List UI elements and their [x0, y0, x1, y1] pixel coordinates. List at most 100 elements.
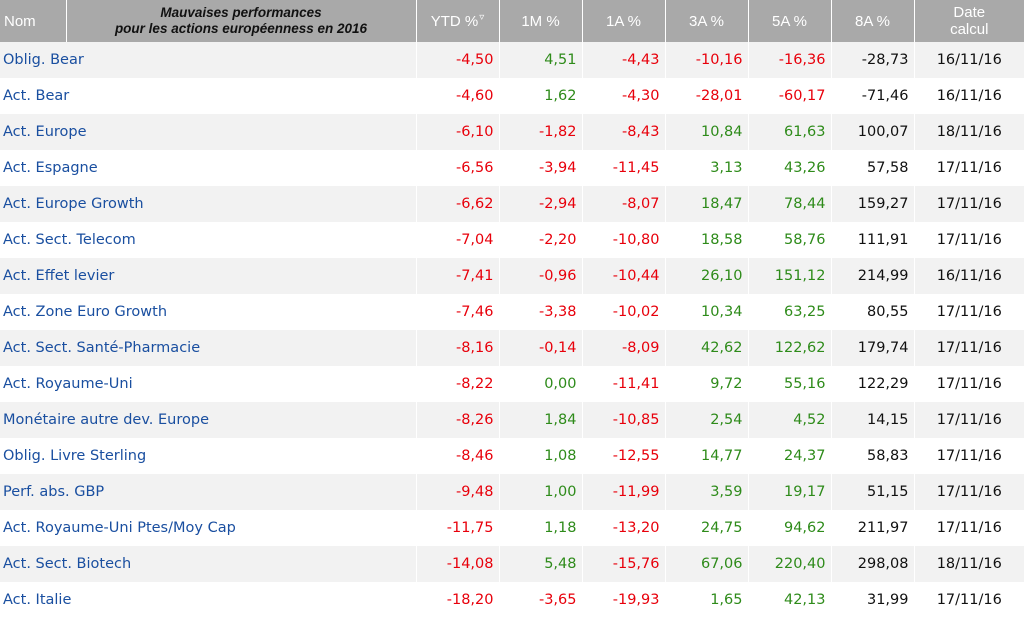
5a-value: 19,17: [748, 474, 832, 510]
ytd-value: -6,56: [416, 150, 500, 186]
8a-value: -71,46: [831, 78, 915, 114]
ytd-value: -7,41: [416, 258, 500, 294]
3a-value: 9,72: [665, 366, 749, 402]
1m-value: 0,00: [499, 366, 583, 402]
column-header-8a[interactable]: 8A %: [831, 0, 915, 42]
table-header-row: Nom Mauvaises performances pour les acti…: [0, 0, 1024, 42]
1m-value: 4,51: [499, 42, 583, 78]
fund-category-link[interactable]: Act. Sect. Santé-Pharmacie: [0, 330, 417, 366]
ytd-value: -7,04: [416, 222, 500, 258]
3a-value: 24,75: [665, 510, 749, 546]
1m-value: -3,94: [499, 150, 583, 186]
ytd-value: -9,48: [416, 474, 500, 510]
fund-category-link[interactable]: Perf. abs. GBP: [0, 474, 417, 510]
fund-category-link[interactable]: Monétaire autre dev. Europe: [0, 402, 417, 438]
column-header-1m[interactable]: 1M %: [499, 0, 583, 42]
calc-date: 17/11/16: [914, 150, 1024, 186]
column-header-date[interactable]: Date calcul: [914, 0, 1024, 42]
8a-value: 51,15: [831, 474, 915, 510]
1m-value: -3,38: [499, 294, 583, 330]
fund-category-link[interactable]: Act. Bear: [0, 78, 417, 114]
3a-value: 14,77: [665, 438, 749, 474]
ytd-value: -8,16: [416, 330, 500, 366]
table-row[interactable]: Act. Sect. Biotech -14,08 5,48 -15,76 67,06 2…: [0, 546, 1024, 582]
column-header-3a[interactable]: 3A %: [665, 0, 749, 42]
ytd-value: -8,22: [416, 366, 500, 402]
table-row[interactable]: Act. Europe Growth -6,62 -2,94 -8,07 18,47 78…: [0, 186, 1024, 222]
8a-value: -28,73: [831, 42, 915, 78]
8a-value: 100,07: [831, 114, 915, 150]
ytd-value: -8,46: [416, 438, 500, 474]
1a-value: -15,76: [582, 546, 666, 582]
1a-value: -8,09: [582, 330, 666, 366]
3a-value: 10,84: [665, 114, 749, 150]
table-row[interactable]: Act. Sect. Telecom -7,04 -2,20 -10,80 18,58 5…: [0, 222, 1024, 258]
1m-value: 1,18: [499, 510, 583, 546]
ytd-value: -11,75: [416, 510, 500, 546]
table-row[interactable]: Act. Sect. Santé-Pharmacie -8,16 -0,14 -8,0…: [0, 330, 1024, 366]
3a-value: 18,58: [665, 222, 749, 258]
1a-value: -8,07: [582, 186, 666, 222]
table-title-line2: pour les actions européenness en 2016: [114, 21, 368, 36]
fund-category-link[interactable]: Act. Effet levier: [0, 258, 417, 294]
column-header-5a[interactable]: 5A %: [748, 0, 832, 42]
table-row[interactable]: Monétaire autre dev. Europe -8,26 1,84 -10,…: [0, 402, 1024, 438]
fund-category-link[interactable]: Act. Sect. Telecom: [0, 222, 417, 258]
table-row[interactable]: Oblig. Livre Sterling -8,46 1,08 -12,55 14,7…: [0, 438, 1024, 474]
calc-date: 17/11/16: [914, 474, 1024, 510]
table-row[interactable]: Act. Europe -6,10 -1,82 -8,43 10,84 61,63 100,…: [0, 114, 1024, 150]
5a-value: 24,37: [748, 438, 832, 474]
1a-value: -11,99: [582, 474, 666, 510]
table-row[interactable]: Act. Royaume-Uni -8,22 0,00 -11,41 9,72 55,16…: [0, 366, 1024, 402]
3a-value: 2,54: [665, 402, 749, 438]
ytd-value: -6,10: [416, 114, 500, 150]
5a-value: 58,76: [748, 222, 832, 258]
5a-value: 4,52: [748, 402, 832, 438]
table-row[interactable]: Act. Espagne -6,56 -3,94 -11,45 3,13 43,26 57,…: [0, 150, 1024, 186]
fund-category-link[interactable]: Act. Royaume-Uni: [0, 366, 417, 402]
3a-value: 1,65: [665, 582, 749, 618]
table-row[interactable]: Act. Royaume-Uni Ptes/Moy Cap -11,75 1,18-…: [0, 510, 1024, 546]
5a-value: 63,25: [748, 294, 832, 330]
sort-descending-icon[interactable]: ▿: [479, 12, 485, 23]
1m-value: 1,84: [499, 402, 583, 438]
fund-category-link[interactable]: Act. Europe Growth: [0, 186, 417, 222]
table-row[interactable]: Act. Bear -4,60 1,62 -4,30 -28,01 -60,17 -71,4…: [0, 78, 1024, 114]
table-row[interactable]: Perf. abs. GBP -9,48 1,00 -11,99 3,59 19,17 51…: [0, 474, 1024, 510]
8a-value: 31,99: [831, 582, 915, 618]
table-row[interactable]: Act. Italie -18,20 -3,65 -19,93 1,65 42,13 31,…: [0, 582, 1024, 618]
5a-value: -16,36: [748, 42, 832, 78]
fund-category-link[interactable]: Oblig. Bear: [0, 42, 417, 78]
calc-date: 17/11/16: [914, 402, 1024, 438]
ytd-value: -14,08: [416, 546, 500, 582]
fund-category-link[interactable]: Oblig. Livre Sterling: [0, 438, 417, 474]
8a-value: 211,97: [831, 510, 915, 546]
calc-date: 17/11/16: [914, 438, 1024, 474]
1m-value: -2,20: [499, 222, 583, 258]
fund-category-link[interactable]: Act. Sect. Biotech: [0, 546, 417, 582]
1a-value: -4,43: [582, 42, 666, 78]
fund-category-link[interactable]: Act. Royaume-Uni Ptes/Moy Cap: [0, 510, 417, 546]
column-header-name[interactable]: Nom: [0, 0, 67, 42]
5a-value: 151,12: [748, 258, 832, 294]
3a-value: 67,06: [665, 546, 749, 582]
1a-value: -13,20: [582, 510, 666, 546]
1m-value: -0,96: [499, 258, 583, 294]
5a-value: 61,63: [748, 114, 832, 150]
8a-value: 111,91: [831, 222, 915, 258]
8a-value: 122,29: [831, 366, 915, 402]
table-row[interactable]: Act. Effet levier -7,41 -0,96 -10,44 26,10 15…: [0, 258, 1024, 294]
column-header-ytd[interactable]: YTD %▿: [416, 0, 500, 42]
fund-category-link[interactable]: Act. Europe: [0, 114, 417, 150]
table-row[interactable]: Oblig. Bear -4,50 4,51 -4,43 -10,16 -16,36 -28…: [0, 42, 1024, 78]
table-title-line1: Mauvaises performances: [160, 5, 322, 20]
1m-value: -2,94: [499, 186, 583, 222]
table-row[interactable]: Act. Zone Euro Growth -7,46 -3,38 -10,02 10,…: [0, 294, 1024, 330]
5a-value: -60,17: [748, 78, 832, 114]
fund-category-link[interactable]: Act. Italie: [0, 582, 417, 618]
fund-category-link[interactable]: Act. Espagne: [0, 150, 417, 186]
5a-value: 220,40: [748, 546, 832, 582]
fund-category-link[interactable]: Act. Zone Euro Growth: [0, 294, 417, 330]
column-header-1a[interactable]: 1A %: [582, 0, 666, 42]
calc-date: 17/11/16: [914, 294, 1024, 330]
